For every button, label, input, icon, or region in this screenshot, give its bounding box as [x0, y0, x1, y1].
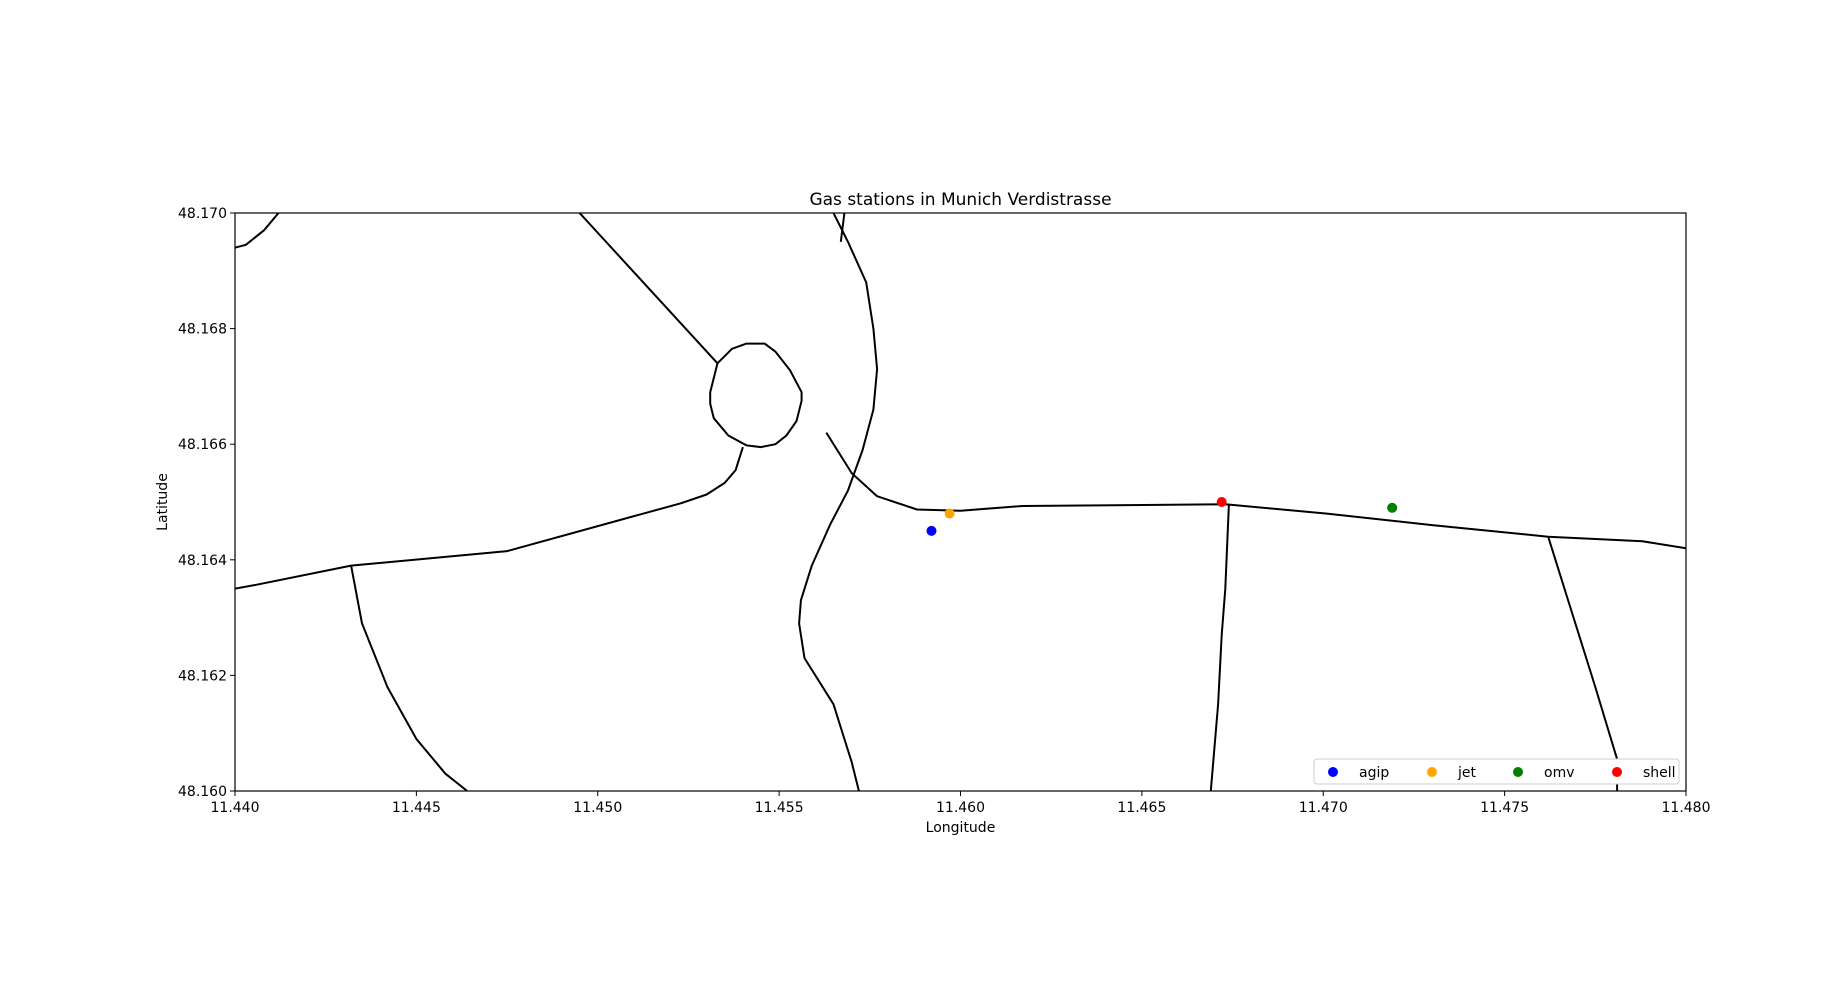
legend: agip jet omv shell [1313, 758, 1680, 785]
legend-marker-omv [1513, 767, 1523, 777]
y-tick-label: 48.160 [178, 784, 227, 800]
roundabout [709, 342, 803, 449]
y-axis: 48.160 48.162 48.164 48.166 48.168 48.170 [178, 206, 235, 800]
x-axis: 11.440 11.445 11.450 11.455 11.460 11.465 11.4… [211, 791, 1711, 816]
legend-label-agip: agip [1359, 765, 1389, 781]
legend-marker-agip [1328, 767, 1338, 777]
road-line [578, 213, 719, 364]
road-line [1547, 536, 1619, 791]
x-tick-label: 11.445 [392, 800, 441, 816]
x-tick-label: 11.450 [573, 800, 622, 816]
y-tick-label: 48.170 [178, 206, 227, 222]
road-line [1209, 504, 1230, 791]
plot-frame [234, 212, 1687, 792]
road-line [235, 213, 280, 249]
y-tick-label: 48.164 [178, 553, 227, 569]
x-tick-label: 11.470 [1299, 800, 1348, 816]
x-tick-label: 11.440 [211, 800, 260, 816]
road-line [350, 565, 468, 791]
x-tick-label: 11.475 [1480, 800, 1529, 816]
legend-label-shell: shell [1643, 765, 1676, 781]
x-tick-label: 11.480 [1662, 800, 1711, 816]
y-axis-label: Latitude [155, 473, 171, 531]
road-line [825, 432, 1686, 550]
station-point-omv [1387, 502, 1398, 513]
x-tick-label: 11.460 [936, 800, 985, 816]
x-tick-label: 11.455 [755, 800, 804, 816]
station-markers [926, 497, 1398, 536]
station-point-shell [1216, 497, 1227, 507]
chart-title: Gas stations in Munich Verdistrasse [809, 190, 1111, 210]
road-line [235, 446, 744, 590]
road-network [235, 213, 1686, 791]
x-tick-label: 11.465 [1117, 800, 1166, 816]
station-point-jet [944, 508, 955, 519]
x-axis-label: Longitude [926, 820, 996, 836]
road-line [798, 213, 879, 791]
y-tick-label: 48.168 [178, 322, 227, 338]
station-point-agip [926, 525, 937, 536]
road-line [839, 213, 846, 243]
legend-box [1313, 758, 1680, 785]
legend-label-omv: omv [1544, 765, 1575, 781]
legend-marker-shell [1612, 767, 1622, 777]
y-tick-label: 48.166 [178, 437, 227, 453]
legend-marker-jet [1427, 767, 1437, 777]
y-tick-label: 48.162 [178, 668, 227, 684]
legend-label-jet: jet [1457, 765, 1477, 781]
